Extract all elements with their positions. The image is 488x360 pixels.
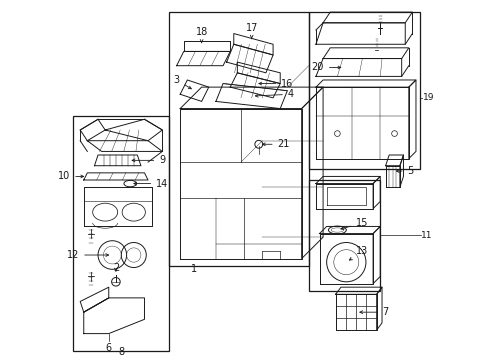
- Bar: [73, 116, 169, 351]
- Text: 1: 1: [191, 264, 197, 274]
- Text: 12: 12: [67, 250, 108, 260]
- Text: 8: 8: [118, 347, 124, 357]
- Text: 17: 17: [245, 23, 257, 39]
- Text: 16: 16: [258, 78, 293, 89]
- Bar: [169, 12, 308, 266]
- Text: 10: 10: [58, 171, 83, 181]
- Text: 3: 3: [173, 75, 191, 89]
- Text: 7: 7: [359, 307, 388, 317]
- Text: 11: 11: [421, 231, 432, 240]
- Text: 13: 13: [349, 247, 368, 260]
- Text: 14: 14: [134, 179, 168, 189]
- Text: 19: 19: [422, 93, 434, 102]
- Text: 5: 5: [396, 166, 413, 176]
- Text: 6: 6: [105, 342, 112, 352]
- Text: 15: 15: [340, 218, 368, 230]
- Text: 21: 21: [262, 139, 289, 149]
- Text: 2: 2: [113, 262, 119, 273]
- Text: 20: 20: [311, 63, 340, 72]
- Text: 4: 4: [255, 89, 293, 99]
- Text: 18: 18: [195, 27, 207, 42]
- Bar: [308, 180, 380, 291]
- Text: 9: 9: [132, 156, 165, 165]
- Bar: [308, 12, 419, 169]
